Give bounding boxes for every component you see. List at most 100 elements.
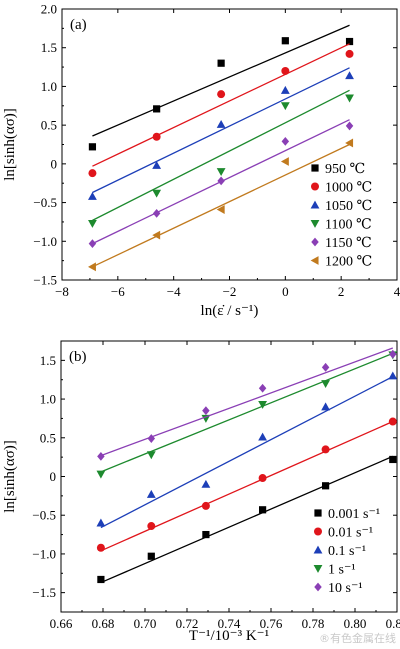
y-tick-label: 1.5 (41, 40, 57, 55)
fit-line (100, 455, 394, 584)
series (88, 67, 354, 200)
x-tick-label: 0.82 (386, 616, 400, 631)
series (88, 89, 354, 228)
series (96, 371, 398, 529)
data-point (153, 105, 161, 113)
fit-line (92, 67, 350, 194)
data-point (281, 66, 290, 75)
series (88, 138, 354, 272)
data-point (389, 349, 397, 359)
legend-marker (314, 509, 322, 517)
y-tick-label: −1.0 (33, 234, 57, 249)
series (96, 351, 398, 479)
data-point (216, 119, 226, 128)
x-tick-label: 0.70 (134, 616, 157, 631)
x-tick-label: 0.72 (176, 616, 199, 631)
x-tick-label: 0.76 (260, 616, 283, 631)
data-point (146, 451, 156, 460)
data-point (152, 189, 162, 198)
data-point (96, 518, 106, 527)
data-point (96, 470, 106, 479)
data-point (345, 138, 354, 148)
data-point (97, 451, 105, 461)
legend-marker (311, 164, 319, 172)
x-axis-label: T⁻¹/10⁻³ K⁻¹ (189, 628, 269, 644)
legend-marker (310, 219, 320, 228)
legend-marker (310, 200, 320, 209)
legend-label: 1050 ℃ (325, 199, 372, 214)
fit-line (100, 352, 394, 473)
x-axis-label: ln(ε̇ / s⁻¹) (201, 303, 259, 319)
watermark: ®有色金属在线 (319, 631, 396, 645)
fit-line (92, 43, 350, 167)
y-axis-label: ln[sinh(ασ)] (2, 108, 18, 181)
data-point (152, 230, 161, 240)
data-point (147, 434, 156, 443)
legend-label: 1100 ℃ (325, 218, 372, 233)
data-point (201, 414, 211, 423)
data-point (96, 543, 105, 552)
data-point (88, 239, 97, 249)
x-tick-label: 0.78 (302, 616, 325, 631)
fit-line (92, 89, 350, 221)
x-tick-label: 0.80 (344, 616, 367, 631)
legend-marker (310, 256, 319, 265)
y-tick-label: −0.5 (32, 508, 56, 523)
y-tick-label: 1.5 (40, 353, 56, 368)
legend-marker (311, 237, 319, 247)
fit-line (92, 24, 350, 137)
x-tick-label: −8 (55, 284, 69, 299)
legend-label: 0.1 s⁻¹ (328, 544, 366, 559)
data-point (88, 143, 97, 151)
x-tick-label: 0.74 (218, 616, 241, 631)
legend-label: 1200 ℃ (325, 255, 372, 270)
legend-label: 0.01 s⁻¹ (328, 526, 373, 541)
series (96, 417, 397, 552)
y-tick-label: 1.0 (40, 392, 56, 407)
data-point (388, 371, 398, 380)
data-point (389, 455, 397, 464)
y-tick-label: 0.5 (41, 118, 57, 133)
data-point (152, 132, 161, 141)
x-tick-label: 0.68 (92, 616, 115, 631)
y-tick-label: 0 (50, 469, 57, 484)
legend-marker (314, 527, 322, 536)
legend-label: 950 ℃ (325, 162, 365, 177)
data-point (345, 37, 354, 46)
data-point (152, 161, 162, 169)
data-point (258, 400, 267, 409)
data-point (345, 49, 354, 58)
legend-marker (313, 545, 323, 554)
y-tick-label: 0.5 (40, 430, 56, 445)
data-point (280, 102, 290, 111)
data-point (345, 71, 354, 80)
data-point (201, 501, 210, 510)
x-tick-label: −2 (223, 284, 237, 299)
y-tick-label: −1.0 (32, 546, 56, 561)
data-point (281, 37, 289, 45)
y-tick-label: −1.5 (33, 273, 57, 288)
data-point (88, 262, 96, 272)
series (88, 43, 354, 178)
x-tick-label: 4 (394, 284, 400, 299)
legend-label: 1 s⁻¹ (328, 563, 356, 578)
data-point (201, 479, 211, 488)
x-tick-label: −4 (167, 284, 181, 299)
data-point (216, 168, 226, 176)
data-point (345, 121, 354, 131)
data-point (345, 94, 354, 103)
data-point (147, 552, 155, 560)
chart-panel-b: 0.66 0.68 0.70 0.72 0.74 0.76 0.78 0.80 0.82 −1.5… (2, 340, 400, 644)
series (88, 119, 354, 249)
series (97, 347, 397, 461)
series (97, 455, 397, 584)
data-point (88, 219, 97, 228)
fit-line (100, 376, 394, 529)
data-point (321, 362, 330, 372)
legend-label: 1150 ℃ (325, 236, 372, 251)
series (88, 24, 354, 151)
y-tick-label: 2.0 (41, 2, 57, 17)
y-tick-label: 0 (51, 156, 58, 171)
panel-label: (b) (69, 349, 87, 365)
legend-label: 10 s⁻¹ (328, 581, 363, 596)
